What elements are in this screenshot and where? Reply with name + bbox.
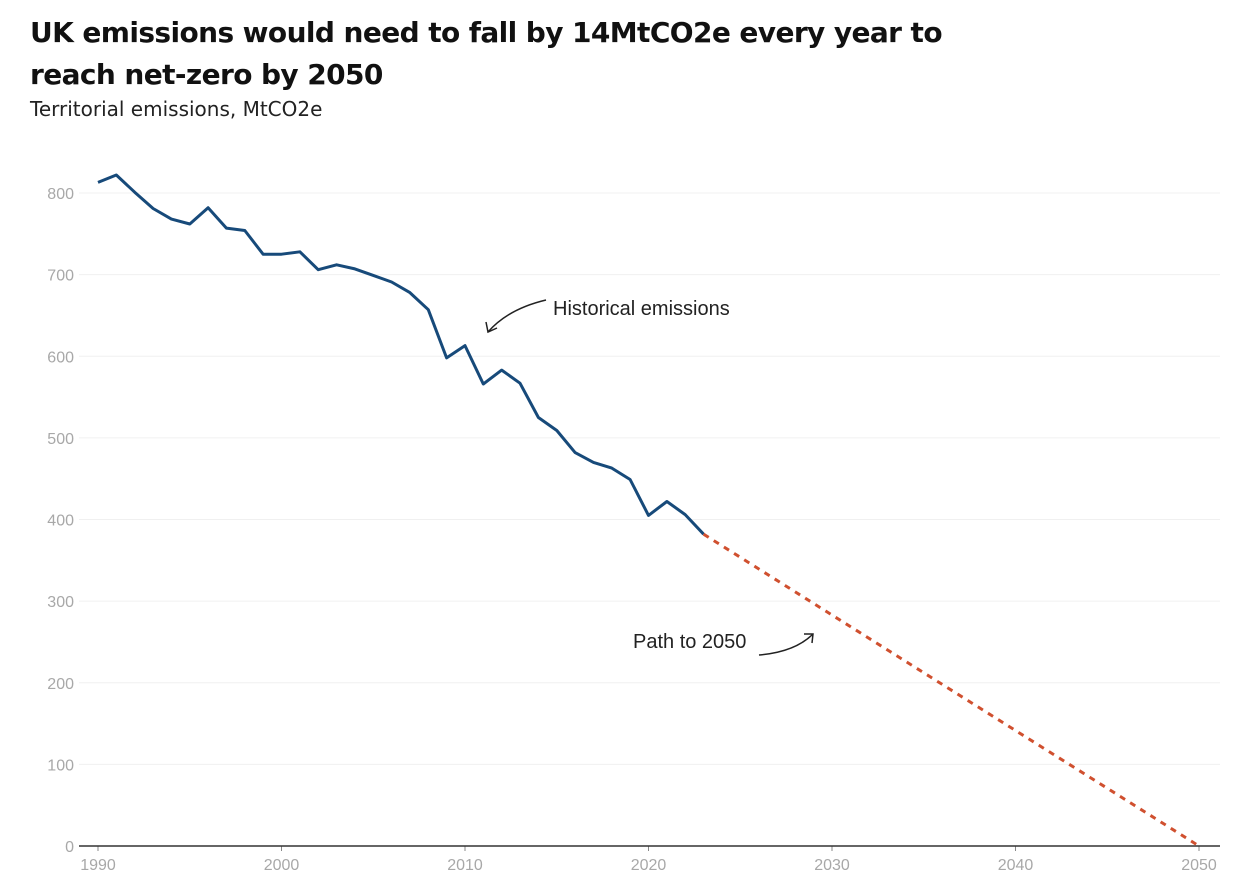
x-tick-label-2020: 2020: [631, 857, 667, 873]
x-tick-label-2010: 2010: [447, 857, 483, 873]
chart-title-line-1: UK emissions would need to fall by 14MtC…: [30, 16, 943, 49]
y-tick-label-400: 400: [47, 513, 74, 530]
x-axis-ticks: 1990 2000 2010 2020 2030 2040 2050: [80, 846, 1217, 873]
gridlines: [79, 192, 1220, 765]
y-tick-label-100: 100: [47, 757, 74, 774]
annotation-arrow-historical: [487, 299, 547, 333]
y-tick-label-300: 300: [47, 594, 74, 611]
annotations: Historical emissions Path to 2050: [485, 298, 814, 656]
x-tick-label-1990: 1990: [80, 857, 116, 873]
y-tick-label-700: 700: [47, 268, 74, 285]
series-line-historical-emissions: [97, 173, 705, 536]
y-tick-label-500: 500: [47, 431, 74, 448]
series: [97, 173, 1200, 848]
chart-subtitle: Territorial emissions, MtCO2e: [30, 97, 323, 121]
annotation-arrow-path: [758, 633, 814, 656]
series-line-path-to-2050: [702, 532, 1200, 848]
annotation-path-to-2050: Path to 2050: [633, 631, 746, 653]
x-tick-label-2000: 2000: [264, 857, 300, 873]
chart-title: UK emissions would need to fall by 14MtC…: [30, 12, 1030, 96]
chart-title-line-2: reach net-zero by 2050: [30, 58, 383, 91]
y-tick-label-600: 600: [47, 349, 74, 366]
annotation-arrowhead-path: [804, 633, 814, 644]
x-tick-label-2050: 2050: [1181, 857, 1217, 873]
y-tick-label-200: 200: [47, 676, 74, 693]
annotation-historical-emissions: Historical emissions: [553, 298, 730, 320]
y-tick-label-0: 0: [65, 839, 74, 856]
annotation-arrowhead-historical: [485, 321, 498, 334]
x-tick-label-2040: 2040: [998, 857, 1034, 873]
y-axis-ticks: 0 100 200 300 400 500 600 700 800: [47, 186, 74, 856]
x-tick-label-2030: 2030: [814, 857, 850, 873]
y-tick-label-800: 800: [47, 186, 74, 203]
